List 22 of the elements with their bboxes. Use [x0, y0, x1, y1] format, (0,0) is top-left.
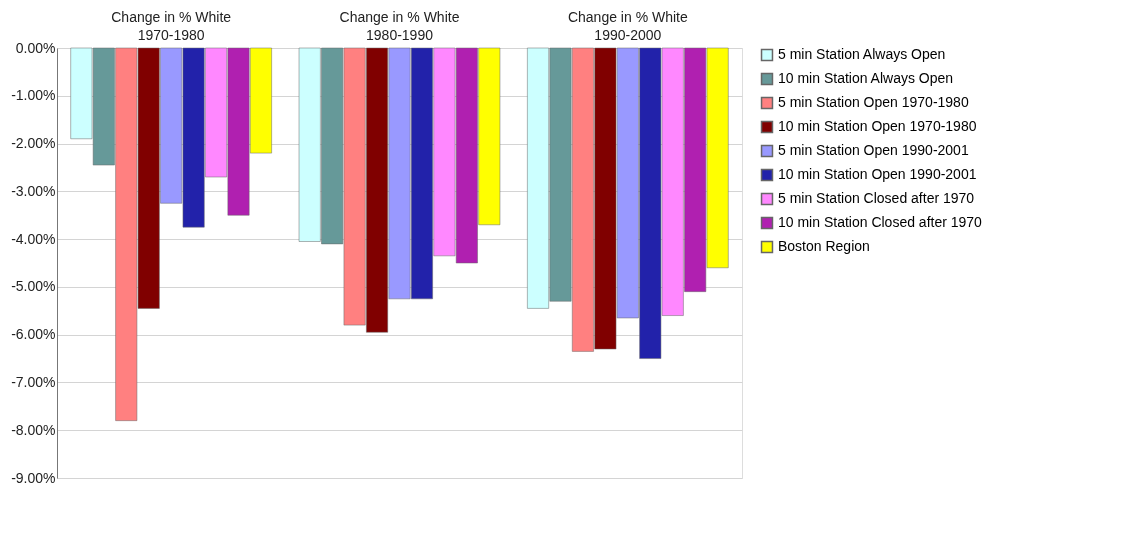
x-tick-label: Change in % White 1990-2000: [567, 8, 688, 43]
y-tick-label: -9.00%: [11, 469, 56, 486]
y-tick-label: -1.00%: [11, 87, 56, 104]
y-tick-label: -8.00%: [11, 421, 56, 438]
legend-label: 5 min Station Closed after 1970: [778, 190, 975, 206]
y-tick-label: -5.00%: [11, 278, 56, 295]
legend-label: 5 min Station Open 1970-1980: [778, 94, 969, 110]
y-tick-label: -7.00%: [11, 373, 56, 390]
x-tick-label: Change in % White 1980-1990: [339, 8, 460, 43]
legend-label: Boston Region: [778, 238, 870, 254]
legend-label: 10 min Station Open 1990-2001: [778, 166, 977, 182]
y-tick-label: -2.00%: [11, 135, 56, 152]
legend-label: 5 min Station Open 1990-2001: [778, 142, 969, 158]
legend-label: 10 min Station Closed after 1970: [778, 214, 983, 230]
y-tick-label: -6.00%: [11, 326, 56, 343]
legend-label: 10 min Station Open 1970-1980: [778, 118, 977, 134]
y-tick-label: -4.00%: [11, 230, 56, 247]
x-tick-label: Change in % White 1970-1980: [111, 8, 232, 43]
y-tick-label: 0.00%: [15, 39, 56, 56]
y-tick-label: -3.00%: [11, 182, 56, 199]
legend-label: 10 min Station Always Open: [778, 70, 954, 86]
legend-label: 5 min Station Always Open: [778, 46, 946, 62]
